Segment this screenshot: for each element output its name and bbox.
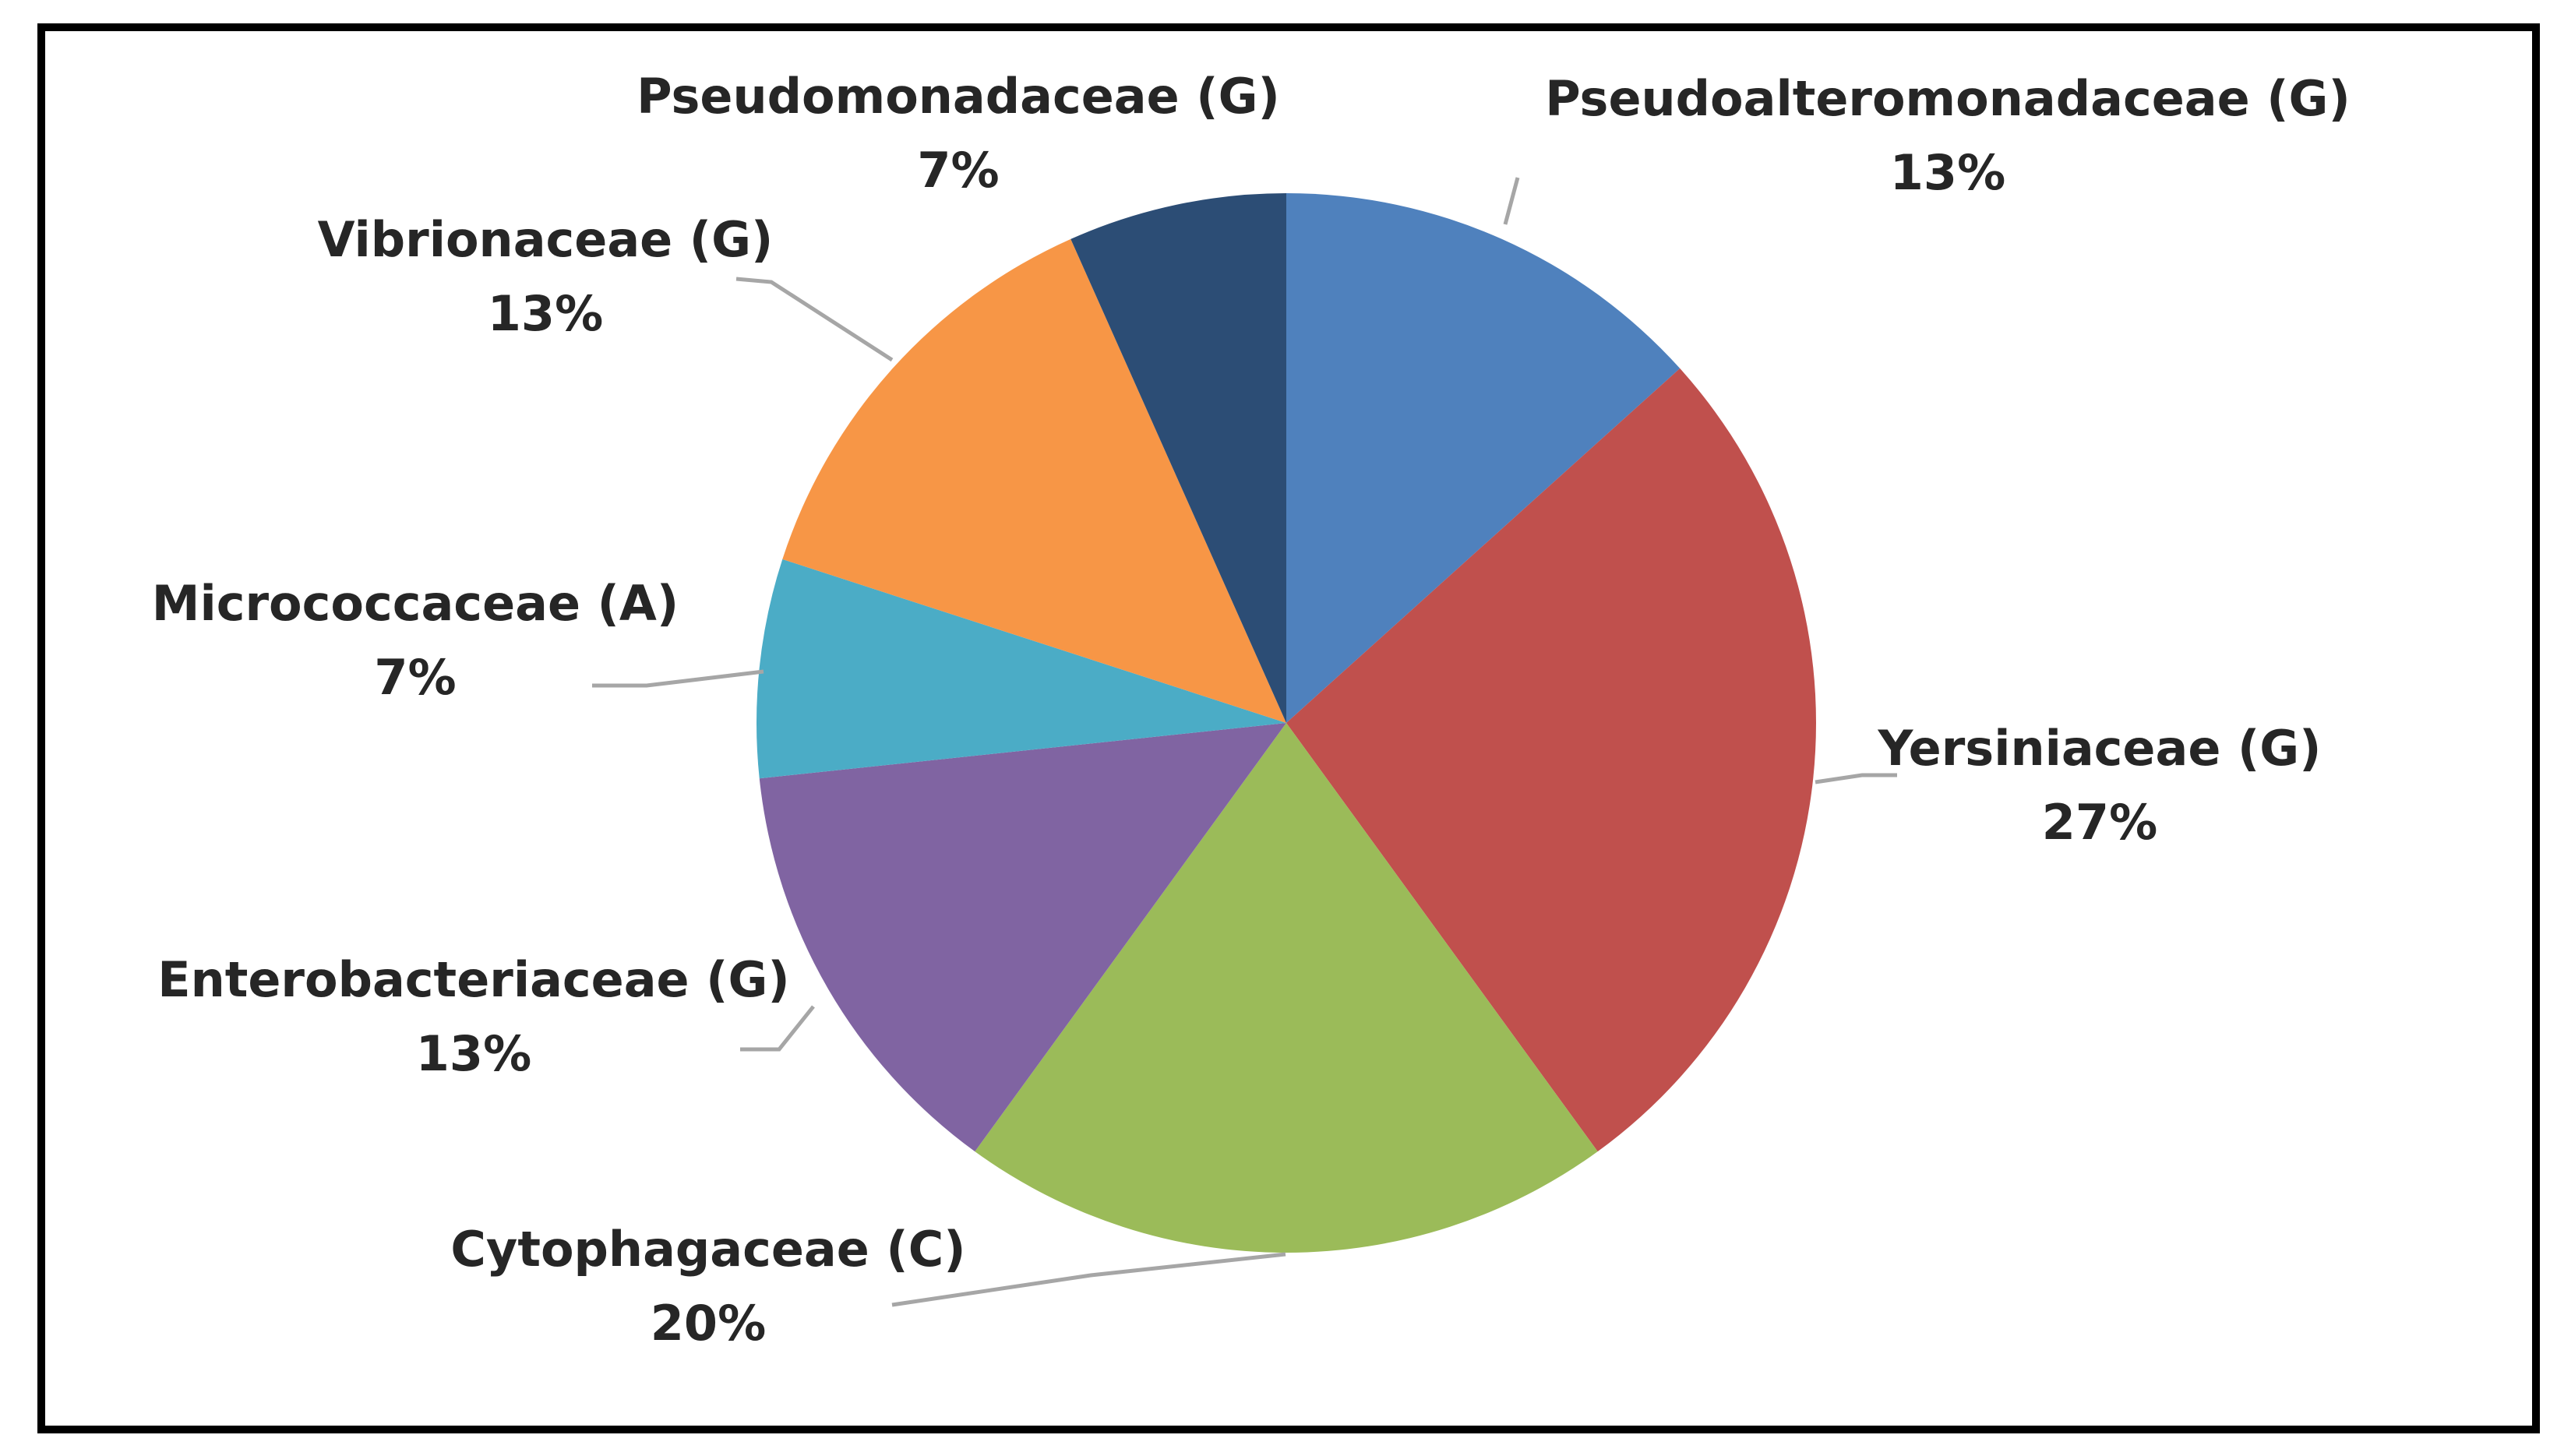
slice-percent-6: 13% [488,285,603,342]
leader-line-6 [735,277,894,362]
slice-label-6: Vibrionaceae (G) [318,211,774,268]
slice-label-5: Micrococcaceae (A) [152,575,679,632]
pie-slices [756,193,1816,1253]
pie-slice-3 [975,723,1598,1253]
slice-percent-3: 20% [651,1295,766,1352]
slice-label-7: Pseudomonadaceae (G) [637,68,1280,125]
slice-percent-1: 13% [1890,144,2005,201]
slice-percent-5: 7% [374,649,456,706]
leader-line-3 [891,1252,1286,1307]
pie-slice-7 [1070,193,1286,723]
slice-label-4: Enterobacteriaceae (G) [157,951,790,1008]
slice-percent-7: 7% [917,142,999,199]
pie-slice-5 [756,559,1286,779]
slice-percent-2: 27% [2042,794,2157,851]
leader-line-4 [740,1005,815,1052]
slice-label-3: Cytophagaceae (C) [450,1221,965,1278]
slice-label-2: Yersiniaceae (G) [1877,720,2321,777]
pie-slice-6 [782,238,1286,724]
pie-slice-1 [1286,193,1681,723]
slice-labels: Pseudoalteromonadaceae (G) 13% Yersiniacea… [152,68,2351,1352]
leader-line-5 [592,669,764,688]
leader-line-2 [1815,773,1897,784]
leader-lines [592,177,1897,1307]
leader-line-1 [1503,177,1520,225]
slice-label-1: Pseudoalteromonadaceae (G) [1545,70,2351,127]
pie-slice-4 [759,723,1286,1152]
slice-percent-4: 13% [416,1025,531,1082]
pie-slice-2 [1286,368,1816,1152]
